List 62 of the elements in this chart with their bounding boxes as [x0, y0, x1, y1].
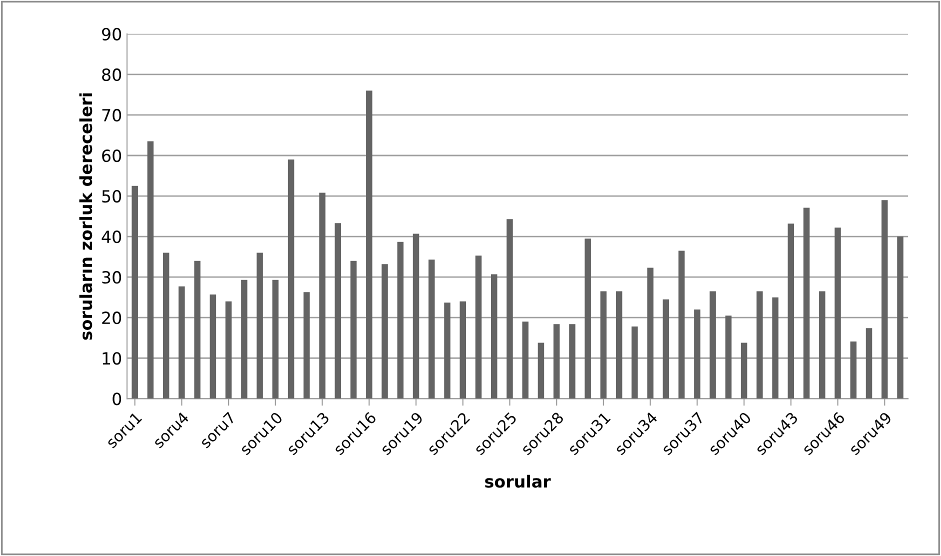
bar: [882, 200, 888, 399]
bar: [490, 274, 498, 399]
bar: [803, 208, 810, 399]
bar: [647, 268, 654, 399]
bar: [788, 224, 794, 399]
bar: [569, 324, 576, 399]
bar: [538, 342, 544, 399]
bar: [194, 260, 200, 399]
y-tick-label: 60: [102, 149, 122, 162]
bar: [616, 291, 622, 399]
y-tick-label: 50: [102, 190, 122, 203]
bar: [147, 141, 154, 399]
bar: [366, 90, 372, 399]
bar: [834, 228, 841, 399]
bar: [662, 299, 670, 399]
bar: [444, 302, 450, 399]
bar: [350, 260, 357, 399]
bar: [694, 309, 700, 399]
bar: [334, 223, 342, 399]
bar: [210, 294, 216, 399]
bar: [756, 291, 763, 399]
bar: [288, 160, 294, 399]
bar: [397, 242, 404, 399]
bar: [506, 219, 513, 399]
bar: [132, 186, 138, 399]
bar: [897, 236, 904, 399]
x-axis-title: sorular: [485, 474, 551, 488]
bar: [412, 234, 420, 399]
bar: [678, 250, 685, 399]
bar: [256, 252, 263, 399]
bar: [850, 342, 857, 399]
bar: [553, 324, 560, 399]
y-tick-label: 20: [102, 312, 122, 324]
bar: [740, 342, 748, 399]
bar: [241, 280, 248, 399]
y-tick-label: 30: [102, 271, 122, 284]
bar: [600, 291, 607, 399]
bar: [632, 326, 638, 399]
y-axis-title: soruların zorluk dereceleri: [79, 93, 92, 340]
bar: [866, 328, 872, 399]
bar: [304, 292, 310, 399]
bar: [522, 322, 528, 399]
bar: [725, 316, 732, 399]
bar: [428, 260, 435, 399]
y-tick-label: 70: [102, 108, 122, 122]
y-tick-label: 0: [112, 392, 122, 406]
y-tick-label: 40: [102, 230, 122, 244]
y-tick-label: 10: [102, 352, 122, 365]
y-tick-label: 80: [102, 68, 122, 82]
bar: [710, 291, 716, 399]
bar: [382, 264, 388, 399]
bar: [319, 192, 326, 399]
bar: [178, 286, 185, 399]
bar: [272, 280, 279, 399]
bar: [819, 291, 826, 399]
y-tick-label: 90: [102, 28, 122, 40]
bar: [162, 252, 170, 399]
bar: [460, 301, 466, 399]
bar: [584, 238, 591, 399]
bar: [772, 297, 778, 399]
bar: [225, 301, 232, 399]
bar: [475, 256, 482, 399]
